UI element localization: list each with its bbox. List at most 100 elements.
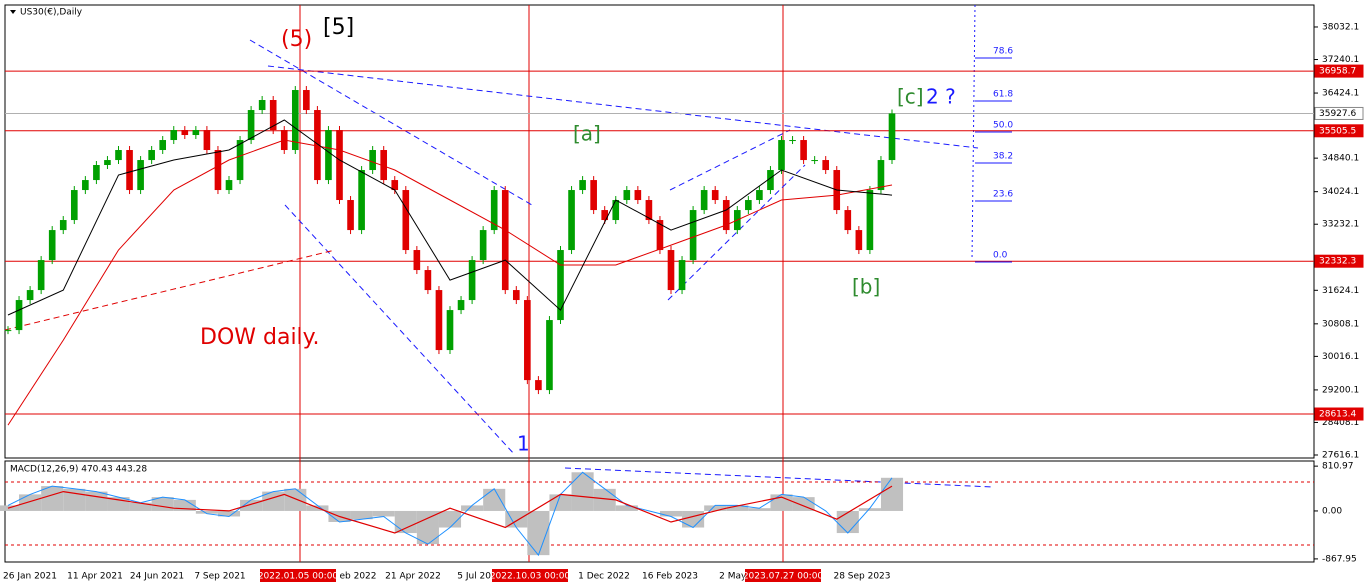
macd-histogram-bar	[217, 510, 241, 517]
price-box	[1314, 64, 1364, 78]
macd-histogram-bar	[41, 486, 64, 511]
trendline	[284, 204, 516, 456]
candle	[756, 190, 763, 201]
candle	[512, 290, 520, 301]
y-tick-label: 0.00	[1322, 506, 1342, 516]
trendline	[667, 164, 806, 301]
price-box-label: 35927.6	[1319, 109, 1356, 119]
candle	[711, 190, 719, 201]
y-tick-label: -867.95	[1322, 554, 1357, 564]
macd-histogram-bar	[593, 488, 616, 511]
candle	[612, 200, 620, 221]
macd-histogram-bar	[350, 510, 373, 520]
candle	[446, 310, 454, 351]
candle	[722, 200, 730, 231]
macd-histogram-bar	[240, 499, 263, 511]
candle	[137, 160, 144, 191]
candle	[645, 200, 653, 221]
annotation: (5)	[281, 27, 312, 52]
fib-label: 50.0	[993, 121, 1013, 131]
macd-histogram-bar	[195, 510, 218, 514]
macd-histogram-bar	[836, 510, 859, 534]
candle	[568, 190, 575, 251]
candle	[601, 210, 609, 221]
candle	[214, 150, 222, 191]
candle	[225, 180, 233, 191]
vertical-lines	[299, 5, 784, 562]
candle	[767, 170, 774, 191]
x-tick-label: 5 Jul 202	[457, 572, 497, 582]
candle	[203, 130, 211, 151]
candle	[37, 260, 45, 291]
candle	[82, 180, 89, 191]
macd-histogram-bar	[416, 510, 439, 545]
candle	[844, 210, 852, 231]
x-highlight	[492, 569, 568, 582]
x-tick-label: 24 Jun 2021	[130, 572, 184, 582]
ma-fast-line	[7, 119, 893, 316]
annotation: [c]	[897, 85, 924, 109]
candle	[358, 170, 365, 231]
candle	[4, 330, 12, 332]
candle	[667, 250, 675, 291]
candle	[192, 130, 200, 136]
trendlines	[249, 39, 994, 488]
candle	[656, 220, 664, 251]
y-tick-label: 31624.1	[1322, 286, 1359, 296]
candle	[811, 160, 818, 162]
x-tick-label: 2022.01.05 00:00	[258, 572, 339, 582]
candle	[159, 140, 167, 151]
menu-triangle[interactable]	[10, 10, 16, 14]
candle	[391, 180, 399, 191]
price-box	[1314, 124, 1364, 138]
candle	[325, 130, 332, 181]
y-tick-label: 34024.1	[1322, 187, 1359, 197]
price-box	[1314, 106, 1364, 120]
y-tick-label: 36424.1	[1322, 89, 1359, 99]
fib-label: 23.6	[993, 190, 1013, 200]
x-tick-label: 28 Sep 2023	[833, 572, 890, 582]
candle	[347, 200, 354, 231]
x-tick-label: eb 2022	[339, 572, 376, 582]
y-tick-label: 28408.1	[1322, 418, 1359, 428]
macd-histogram-bar	[726, 505, 749, 511]
candle	[269, 100, 277, 131]
candle	[877, 160, 885, 191]
candle	[291, 90, 299, 151]
candle	[623, 190, 631, 201]
macd-panel	[4, 460, 1315, 563]
candle	[579, 180, 586, 191]
trendline	[249, 39, 533, 206]
macd-histogram-bar	[527, 510, 550, 556]
candle	[468, 260, 476, 301]
indicator-title: MACD(12,26,9) 470.43 443.28	[10, 465, 147, 475]
candle	[546, 320, 553, 391]
macd-histogram-bar	[284, 488, 307, 511]
candle	[48, 230, 56, 261]
y-tick-label: 30808.1	[1322, 319, 1359, 329]
trendline	[564, 467, 994, 488]
candle	[93, 165, 100, 181]
candle	[424, 270, 432, 291]
macd-histogram-bar	[483, 488, 506, 511]
candle	[700, 190, 708, 211]
trendline	[669, 129, 791, 191]
candle	[435, 290, 443, 351]
candle	[15, 300, 23, 331]
x-tick-label: 26 Jan 2021	[3, 572, 57, 582]
macd-histogram-bar	[549, 494, 572, 511]
signal-line	[7, 485, 893, 534]
macd-histogram-bar	[372, 510, 395, 517]
x-tick-label: 2022.10.03 00:00	[490, 572, 571, 582]
x-tick-label: 21 Apr 2022	[385, 572, 441, 582]
x-tick-label: 2023.07.27 00:00	[743, 572, 824, 582]
macd-histogram-bar	[173, 499, 196, 511]
candle	[689, 210, 697, 261]
x-tick-label: 7 Sep 2021	[194, 572, 245, 582]
x-tick-label: 2 May 2	[719, 572, 755, 582]
candle	[789, 140, 796, 142]
macd-histogram-bar	[880, 477, 904, 511]
candle	[590, 180, 597, 211]
candle	[855, 230, 863, 251]
macd-histogram-bar	[129, 502, 152, 511]
